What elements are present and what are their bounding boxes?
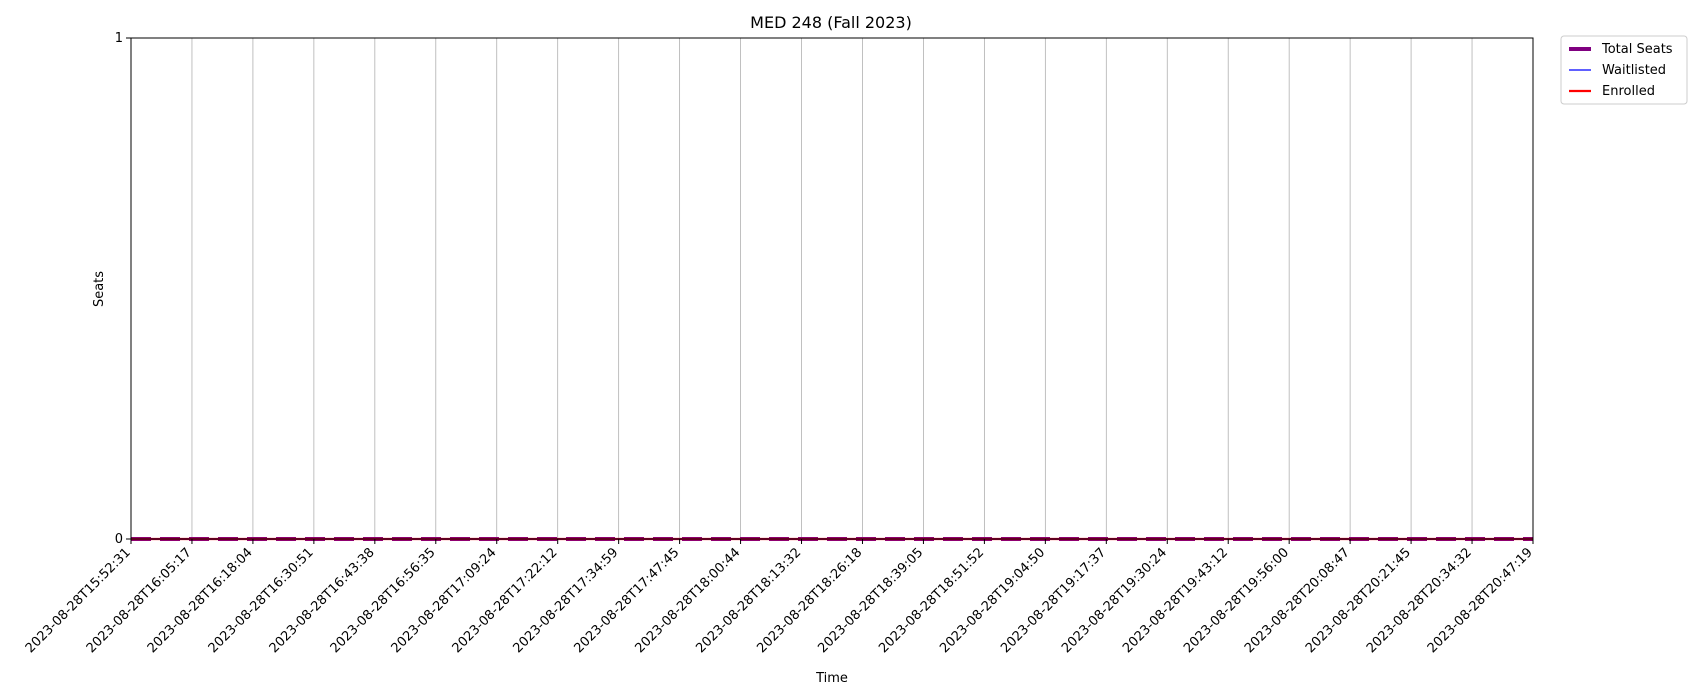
grid-lines <box>130 38 1534 539</box>
x-tick-label: 2023-08-28T16:18:04 <box>145 545 256 656</box>
x-tick-label: 2023-08-28T19:56:00 <box>1181 545 1292 656</box>
x-tick-label: 2023-08-28T15:52:31 <box>23 545 134 656</box>
y-tick-label: 1 <box>115 31 123 46</box>
x-tick-label: 2023-08-28T16:05:17 <box>84 545 195 656</box>
chart-title: MED 248 (Fall 2023) <box>750 13 912 32</box>
x-tick-label: 2023-08-28T18:39:05 <box>815 545 926 656</box>
x-tick-label: 2023-08-28T18:51:52 <box>876 545 987 656</box>
y-tick-label: 0 <box>115 532 123 547</box>
x-tick-label: 2023-08-28T20:08:47 <box>1242 545 1353 656</box>
x-tick-label: 2023-08-28T17:47:45 <box>571 545 682 656</box>
legend-label: Enrolled <box>1602 84 1655 99</box>
x-tick-label: 2023-08-28T19:30:24 <box>1059 545 1170 656</box>
x-tick-label: 2023-08-28T20:21:45 <box>1303 545 1414 656</box>
x-tick-label: 2023-08-28T17:22:12 <box>450 545 561 656</box>
x-axis-label: Time <box>815 671 848 686</box>
legend-label: Waitlisted <box>1602 63 1666 78</box>
legend: Total Seats Waitlisted Enrolled <box>1560 35 1688 105</box>
legend-label: Total Seats <box>1601 42 1673 57</box>
x-tick-label: 2023-08-28T16:30:51 <box>206 545 317 656</box>
x-tick-label: 2023-08-28T19:17:37 <box>998 545 1109 656</box>
x-tick-label: 2023-08-28T20:34:32 <box>1364 545 1475 656</box>
x-tick-label: 2023-08-28T19:43:12 <box>1120 545 1231 656</box>
y-axis-ticks: 01 <box>115 31 131 547</box>
x-tick-label: 2023-08-28T16:43:38 <box>267 545 378 656</box>
y-axis-label: Seats <box>92 271 107 307</box>
x-tick-label: 2023-08-28T16:56:35 <box>328 545 439 656</box>
x-tick-label: 2023-08-28T19:04:50 <box>937 545 1048 656</box>
legend-box <box>1560 35 1688 105</box>
x-tick-label: 2023-08-28T20:47:19 <box>1425 545 1536 656</box>
plot-frame <box>130 37 1534 540</box>
x-tick-label: 2023-08-28T18:00:44 <box>632 545 743 656</box>
x-tick-label: 2023-08-28T17:34:59 <box>511 545 622 656</box>
x-tick-label: 2023-08-28T18:13:32 <box>693 545 804 656</box>
x-tick-label: 2023-08-28T17:09:24 <box>389 545 500 656</box>
x-tick-label: 2023-08-28T18:26:18 <box>754 545 865 656</box>
x-axis-ticks: 2023-08-28T15:52:312023-08-28T16:05:1720… <box>23 539 1536 656</box>
